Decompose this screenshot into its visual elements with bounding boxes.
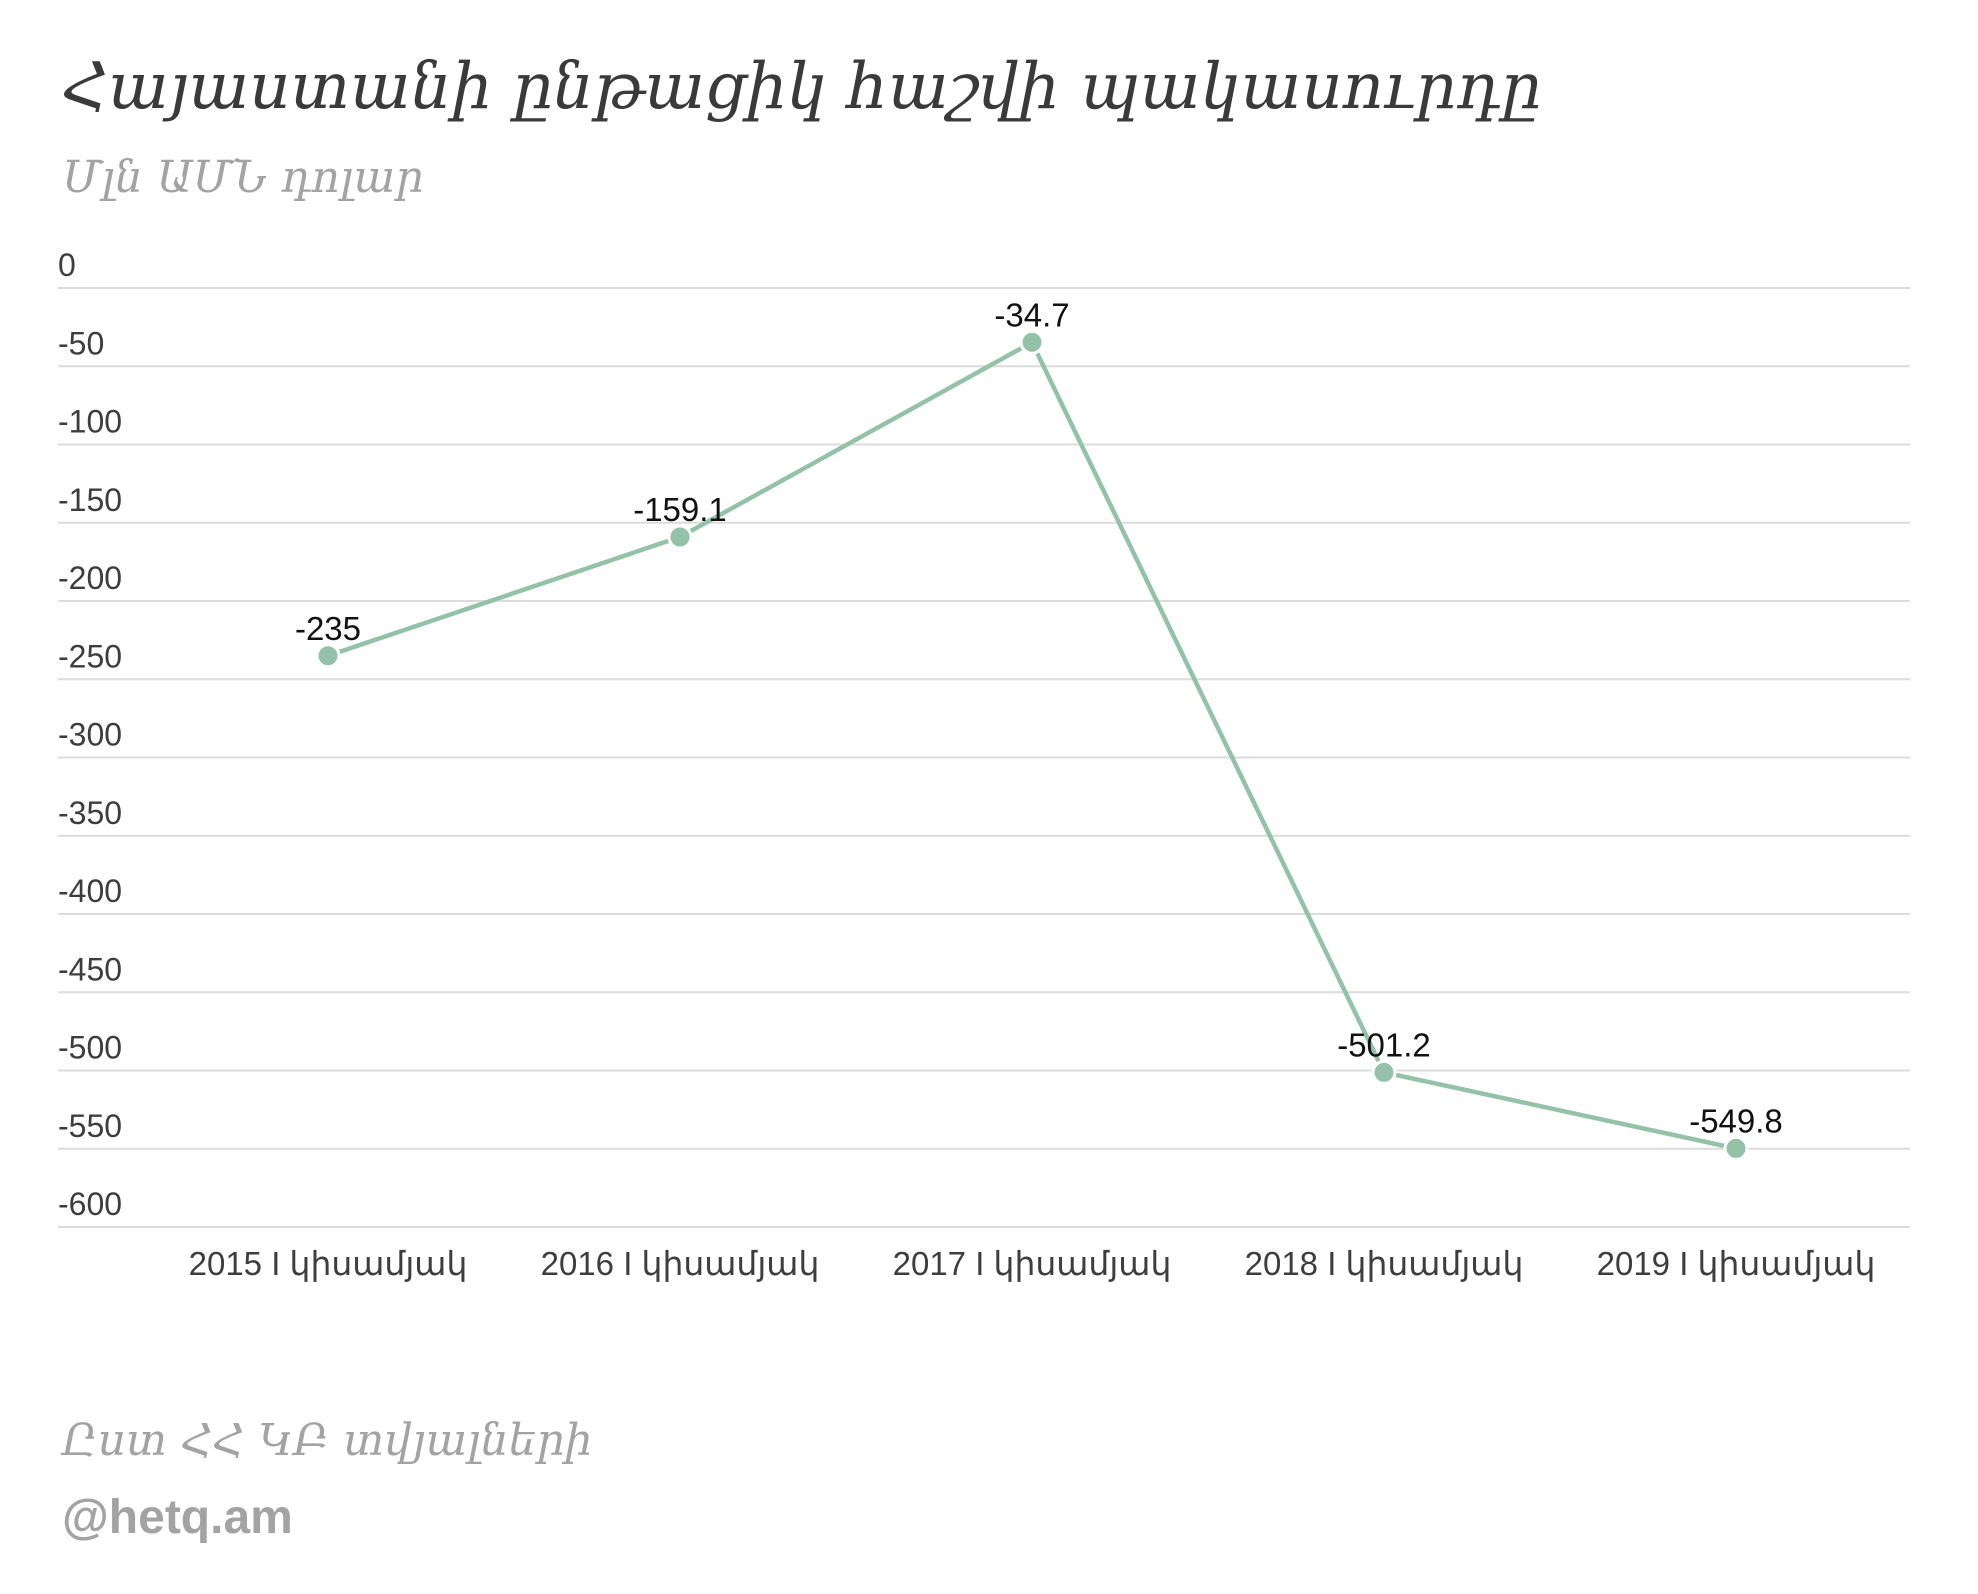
- y-tick-label: -150: [58, 482, 122, 518]
- gridlines: [58, 287, 1910, 1228]
- y-tick-label: -600: [58, 1186, 122, 1222]
- y-tick-label: -450: [58, 951, 122, 987]
- x-tick-label: 2017 I կիսամյակ: [893, 1245, 1172, 1282]
- y-tick-label: 0: [58, 247, 76, 283]
- y-axis-ticks: 0 -50 -100 -150 -200 -250 -300 -350 -400 -450 -500…: [58, 247, 122, 1222]
- data-label: -501.2: [1337, 1026, 1431, 1063]
- data-point: [1019, 329, 1045, 355]
- series-line-path: [327, 340, 1737, 1151]
- data-point: [315, 643, 341, 669]
- y-tick-label: -100: [58, 404, 122, 440]
- chart-subtitle: Մլն ԱՄՆ դոլար: [62, 152, 424, 203]
- data-point: [1371, 1059, 1397, 1085]
- y-tick-label: -500: [58, 1030, 122, 1066]
- y-tick-label: -250: [58, 638, 122, 674]
- x-tick-label: 2016 I կիսամյակ: [541, 1245, 820, 1282]
- source-note: Ըստ ՀՀ ԿԲ տվյալների: [62, 1415, 593, 1466]
- data-label: -159.1: [633, 491, 727, 528]
- series-line: [327, 340, 1737, 1151]
- y-tick-label: -350: [58, 795, 122, 831]
- y-tick-label: -50: [58, 325, 104, 361]
- x-tick-label: 2018 I կիսամյակ: [1245, 1245, 1524, 1282]
- x-axis-ticks: 2015 I կիսամյակ 2016 I կիսամյակ 2017 I կիս…: [189, 1245, 1876, 1282]
- x-tick-label: 2019 I կիսամյակ: [1597, 1245, 1876, 1282]
- y-tick-label: -550: [58, 1108, 122, 1144]
- data-points: [315, 329, 1749, 1161]
- data-label: -34.7: [994, 296, 1069, 333]
- chart-title: Հայաստանի ընթացիկ հաշվի պակասուրդը: [62, 50, 1542, 124]
- y-tick-label: -400: [58, 873, 122, 909]
- y-tick-label: -300: [58, 717, 122, 753]
- credit: @hetq.am: [62, 1491, 293, 1544]
- data-labels: -235 -159.1 -34.7 -501.2 -549.8: [295, 296, 1783, 1139]
- y-tick-label: -200: [58, 560, 122, 596]
- data-point: [1723, 1135, 1749, 1161]
- data-label: -235: [295, 610, 361, 647]
- data-label: -549.8: [1689, 1102, 1783, 1139]
- x-tick-label: 2015 I կիսամյակ: [189, 1245, 468, 1282]
- data-point: [667, 524, 693, 550]
